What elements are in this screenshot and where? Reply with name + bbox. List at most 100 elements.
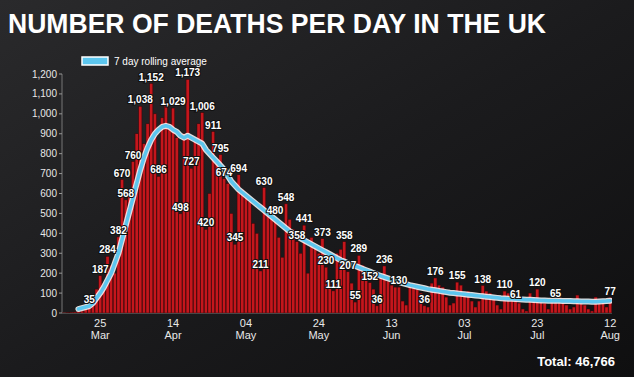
y-tick [59, 273, 62, 274]
data-label: 441 [296, 213, 313, 224]
bar [281, 257, 284, 313]
bar [157, 176, 160, 313]
bar [445, 297, 448, 313]
bar [113, 273, 116, 313]
y-tick [59, 233, 62, 234]
data-label: 373 [314, 227, 331, 238]
bar [314, 247, 317, 313]
y-tick-label: 800 [40, 148, 57, 159]
data-label: 236 [376, 254, 393, 265]
bar [295, 242, 298, 313]
y-tick-label: 0 [51, 308, 57, 319]
data-label: 345 [227, 232, 244, 243]
x-tick-label-part: 25 [94, 317, 106, 329]
x-tick-label-part: 14 [167, 317, 179, 329]
bar [518, 303, 521, 313]
x-tick-label: 23Jul [530, 317, 544, 341]
bar [222, 179, 225, 313]
bar [528, 293, 531, 313]
x-tick-label: 24May [308, 317, 329, 341]
bar [310, 237, 313, 313]
data-label: 568 [117, 188, 134, 199]
x-tick-label-part: May [236, 329, 257, 341]
line-outline [78, 126, 610, 309]
bar [423, 306, 426, 313]
bar [412, 287, 415, 313]
y-tick [59, 133, 62, 134]
data-label: 911 [205, 120, 222, 131]
y-tick [59, 93, 62, 94]
x-tick-label-part: Jun [383, 329, 401, 341]
bar [456, 282, 459, 313]
bar [215, 162, 218, 313]
data-label: 65 [550, 288, 562, 299]
bar [583, 305, 586, 313]
data-label: 187 [92, 264, 109, 275]
bar [139, 106, 142, 313]
bar [241, 190, 244, 313]
x-tick-label-part: 23 [531, 317, 543, 329]
bar [226, 184, 229, 313]
data-label: 480 [267, 205, 284, 216]
bar [175, 138, 178, 313]
data-label: 77 [605, 286, 617, 297]
bar [452, 303, 455, 313]
bar [386, 281, 389, 313]
y-tick [59, 113, 62, 114]
data-label: 686 [150, 164, 167, 175]
y-tick-label: 700 [40, 168, 57, 179]
data-label: 35 [84, 294, 96, 305]
bar [70, 312, 73, 313]
bar [244, 197, 247, 313]
y-tick-label: 400 [40, 228, 57, 239]
bar [383, 266, 386, 313]
bar [161, 118, 164, 313]
data-label: 795 [212, 143, 229, 154]
y-tick-label: 1,000 [32, 108, 57, 119]
bar [496, 305, 499, 313]
bar [66, 312, 69, 313]
data-label: 152 [361, 271, 378, 282]
bar [474, 307, 477, 313]
y-tick-label: 900 [40, 128, 57, 139]
bar [492, 299, 495, 313]
y-tick-label: 200 [40, 268, 57, 279]
title: NUMBER OF DEATHS PER DAY IN THE UK [8, 9, 546, 39]
bar [547, 309, 550, 313]
x-tick-label-part: Jul [530, 329, 544, 341]
data-label: 630 [256, 176, 273, 187]
x-tick-label-part: 12 [604, 317, 616, 329]
bar [277, 237, 280, 313]
data-label: 111 [326, 279, 342, 290]
x-tick-label-part: 03 [458, 317, 470, 329]
x-tick-label: 13Jun [383, 317, 401, 341]
data-label: 176 [427, 266, 444, 277]
y-tick-label: 500 [40, 208, 57, 219]
chart: NUMBER OF DEATHS PER DAY IN THE UK 0 100 20… [0, 0, 634, 377]
bar [543, 303, 546, 313]
data-label: 284 [99, 244, 116, 255]
bar [259, 271, 262, 313]
bar [590, 311, 593, 313]
data-label: 55 [350, 290, 362, 301]
bar [230, 213, 233, 313]
plot-area [62, 79, 612, 313]
bar [397, 287, 400, 313]
x-tick-label: 25Mar [91, 317, 110, 341]
bar [434, 278, 437, 313]
x-tick-label: 14Apr [165, 317, 182, 341]
bar [605, 307, 608, 313]
x-tick-label-part: May [308, 329, 329, 341]
bar [569, 309, 572, 313]
bar [233, 244, 236, 313]
y-tick [59, 293, 62, 294]
bar [190, 168, 193, 313]
y-tick-label: 100 [40, 288, 57, 299]
bar [354, 302, 357, 313]
bar [204, 229, 207, 313]
y-tick-label: 600 [40, 188, 57, 199]
bar [150, 84, 153, 313]
bar [299, 253, 302, 313]
y-tick-label: 1,100 [32, 88, 57, 99]
data-label: 498 [172, 202, 189, 213]
